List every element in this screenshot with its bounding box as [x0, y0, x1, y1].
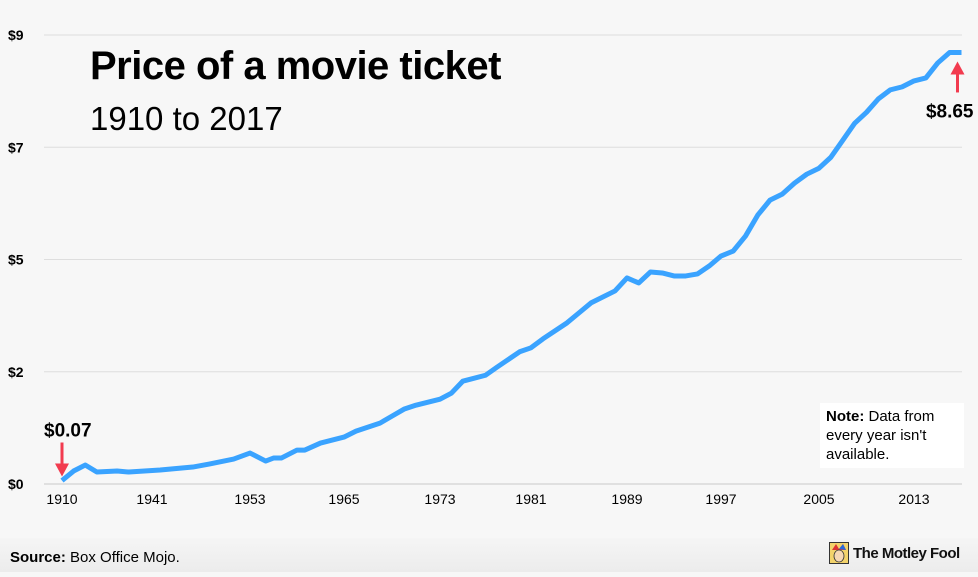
x-tick-label: 1910: [46, 491, 77, 507]
x-tick-label: 1997: [705, 491, 736, 507]
note-label: Note:: [826, 408, 865, 425]
note-box: Note: Data from every year isn't availab…: [820, 403, 964, 468]
start-price-label: $0.07: [44, 421, 92, 442]
y-tick-label: $2: [8, 364, 24, 380]
source-text: Box Office Mojo.: [65, 549, 180, 566]
note-text: Data from every year isn't available.: [826, 408, 935, 463]
logo-text: The Motley Fool: [853, 544, 960, 562]
arrow-down-icon-head: [55, 463, 69, 477]
motley-fool-logo: The Motley Fool: [829, 542, 960, 564]
arrow-up-icon-head: [950, 61, 965, 75]
source-credit: Source: Box Office Mojo.: [10, 549, 180, 566]
x-tick-label: 1941: [136, 491, 167, 507]
end-price-label: $8.65: [926, 101, 974, 122]
x-tick-label: 1965: [328, 491, 359, 507]
x-tick-label: 2005: [803, 491, 834, 507]
y-tick-label: $0: [8, 476, 24, 492]
footer-bar: [0, 538, 978, 572]
price-line: [60, 49, 962, 483]
x-tick-label: 1981: [515, 491, 546, 507]
y-tick-label: $5: [8, 252, 24, 268]
chart-subtitle: 1910 to 2017: [90, 100, 283, 137]
x-tick-label: 1953: [234, 491, 265, 507]
x-tick-label: 2013: [898, 491, 929, 507]
x-tick-label: 1973: [424, 491, 455, 507]
y-tick-label: $9: [8, 27, 24, 43]
x-tick-label: 1989: [611, 491, 642, 507]
source-label: Source:: [10, 549, 66, 566]
jester-icon: [829, 542, 849, 564]
y-tick-label: $7: [8, 139, 24, 155]
chart-title: Price of a movie ticket: [90, 44, 501, 88]
